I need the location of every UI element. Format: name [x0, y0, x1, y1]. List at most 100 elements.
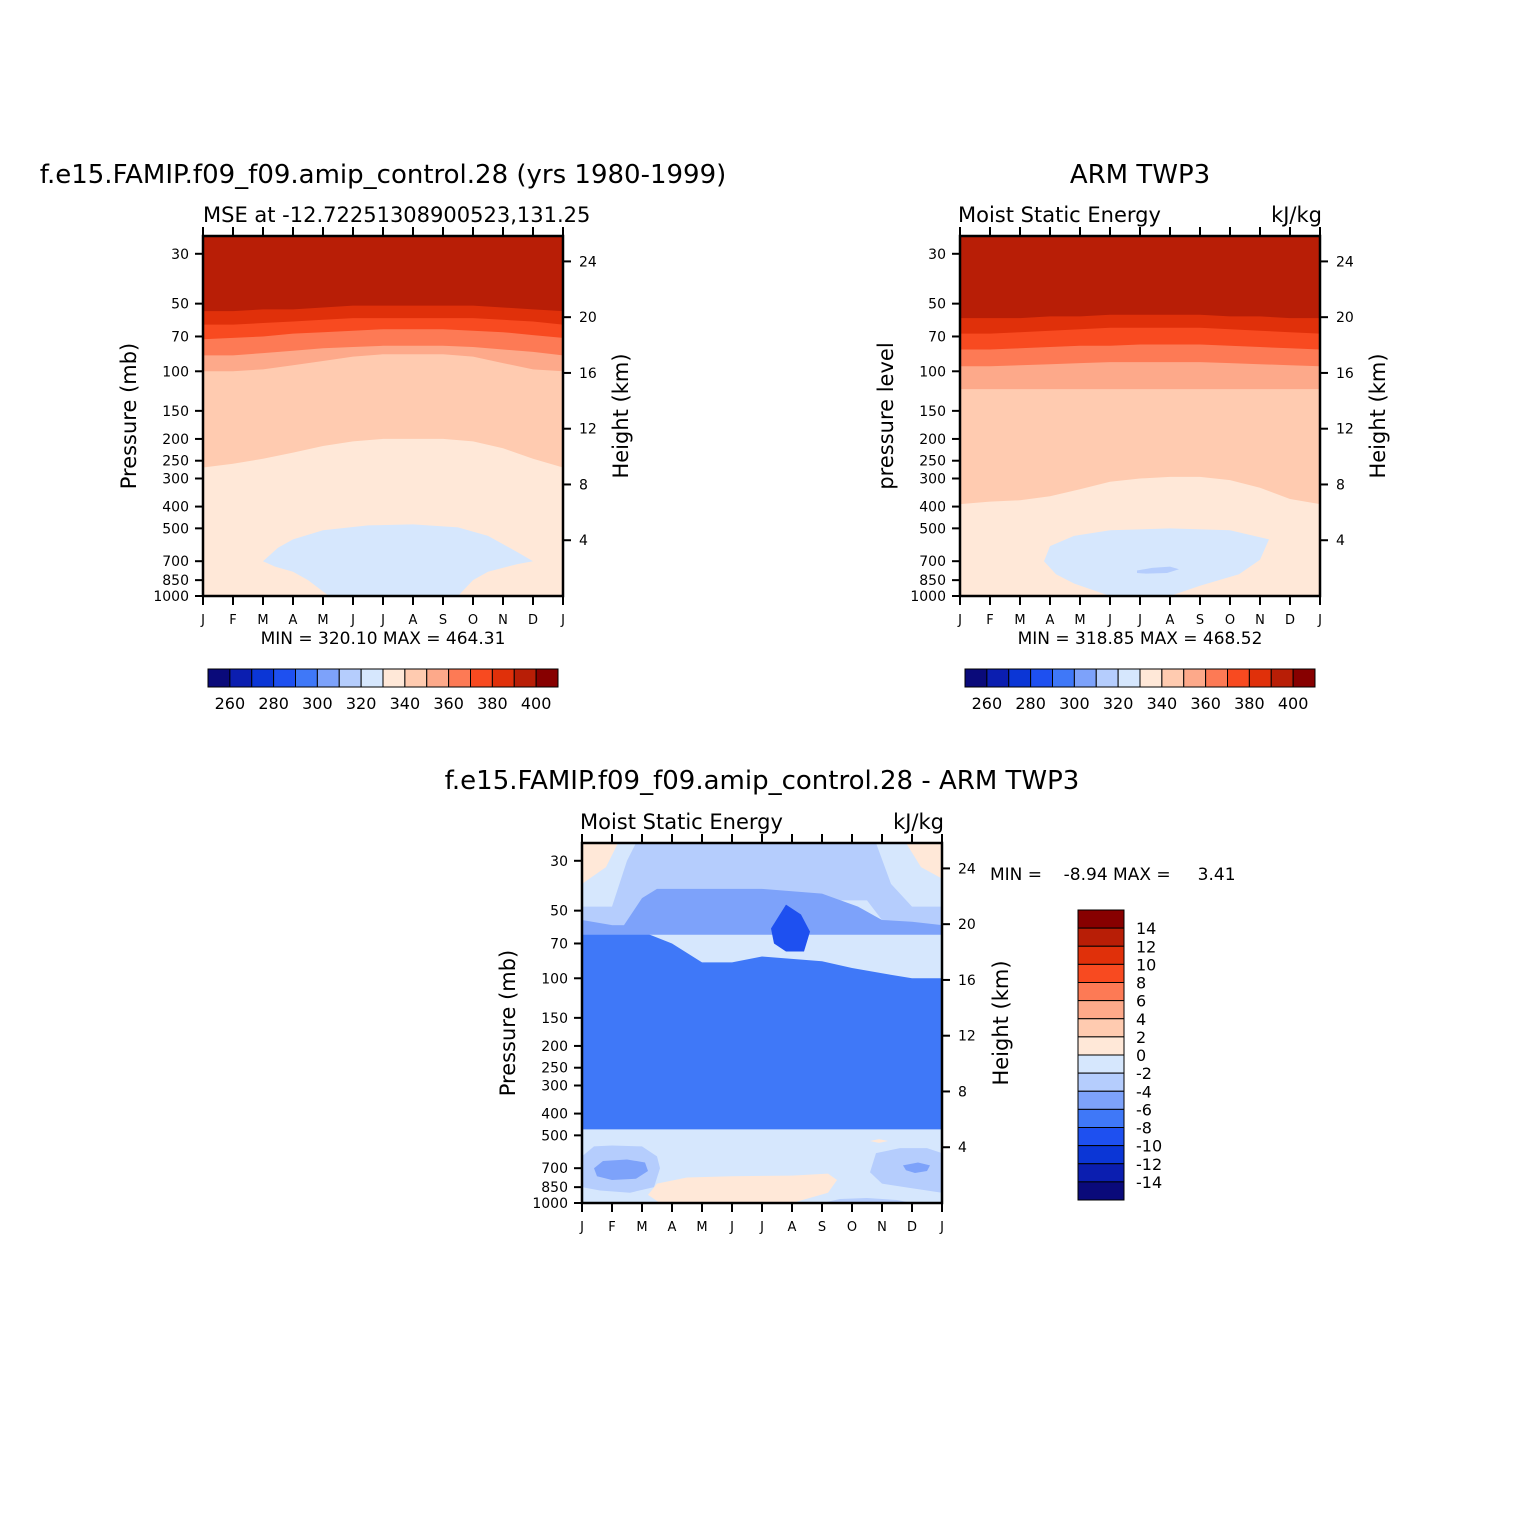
- x-tick-label: S: [818, 1220, 826, 1235]
- y-tick-label-right: 20: [958, 917, 976, 933]
- colorbar-label: 280: [1015, 694, 1046, 713]
- colorbar-label: 2: [1136, 1028, 1146, 1047]
- contour-blob: [1137, 566, 1179, 574]
- y-tick-label-right: 16: [958, 973, 976, 989]
- x-tick-label: A: [1166, 613, 1175, 628]
- colorbar-label: 300: [302, 694, 333, 713]
- y-tick-label: 50: [550, 904, 568, 920]
- x-tick-label: N: [1255, 613, 1265, 628]
- colorbar-cell: [1030, 668, 1053, 688]
- colorbar-cell: [360, 668, 384, 688]
- x-tick-label: J: [729, 1220, 734, 1235]
- contour-blob: [582, 843, 942, 932]
- y-tick-label: 50: [928, 297, 946, 313]
- x-tick-label: M: [636, 1220, 647, 1235]
- y-tick-label: 150: [162, 404, 189, 420]
- contour-blob: [594, 1159, 648, 1180]
- colorbar-cell: [1073, 668, 1097, 688]
- panel-subtitle-left: MSE at -12.72251308900523,131.25: [203, 203, 590, 227]
- x-tick-label: J: [380, 613, 385, 628]
- y-tick-label: 250: [541, 1061, 568, 1077]
- colorbar-cell: [1077, 963, 1125, 983]
- min-max-stats: MIN = 318.85 MAX = 468.52: [1018, 629, 1263, 649]
- colorbar-label: -2: [1136, 1064, 1152, 1083]
- x-tick-label: F: [608, 1220, 615, 1235]
- y-tick-label: 200: [162, 432, 189, 448]
- y-tick-label: 30: [550, 854, 568, 870]
- y-tick-label: 500: [162, 521, 189, 537]
- y-tick-label-right: 20: [1336, 310, 1354, 326]
- colorbar-cell: [1117, 668, 1141, 688]
- contour-blob: [648, 1173, 837, 1203]
- colorbar-cell: [1161, 668, 1185, 688]
- x-tick-label: J: [350, 613, 355, 628]
- panel-subtitle-right: kJ/kg: [1271, 203, 1322, 227]
- colorbar-cell: [1077, 1054, 1125, 1074]
- colorbar-label: -14: [1136, 1173, 1162, 1192]
- y-tick-label: 30: [171, 247, 189, 263]
- colorbar-cell: [295, 668, 318, 688]
- colorbar-label: 300: [1059, 694, 1090, 713]
- colorbar-cell: [470, 668, 493, 688]
- y-axis-label-right: Height (km): [609, 353, 633, 478]
- colorbar-cell: [448, 668, 471, 688]
- panel-subtitle-left: Moist Static Energy: [958, 203, 1161, 227]
- x-tick-label: J: [939, 1220, 944, 1235]
- x-tick-label: J: [759, 1220, 764, 1235]
- y-axis-label-right: Height (km): [989, 960, 1013, 1085]
- colorbar-cell: [382, 668, 406, 688]
- y-tick-label-right: 4: [579, 533, 588, 549]
- y-tick-label-right: 24: [958, 861, 976, 877]
- x-tick-label: O: [1225, 613, 1235, 628]
- colorbar-label: 8: [1136, 974, 1146, 993]
- y-tick-label: 850: [541, 1180, 568, 1196]
- y-tick-label-right: 12: [579, 422, 597, 438]
- colorbar-label: 380: [477, 694, 508, 713]
- colorbar-cell: [1077, 1072, 1125, 1092]
- colorbar: 260 280 300 320 340 360 380 400: [964, 668, 1316, 713]
- panel-title: ARM TWP3: [1070, 160, 1210, 190]
- x-tick-label: J: [200, 613, 205, 628]
- y-tick-label: 150: [541, 1011, 568, 1027]
- y-tick-label-right: 12: [1336, 422, 1354, 438]
- colorbar-cell: [1205, 668, 1228, 688]
- x-tick-label: M: [257, 613, 268, 628]
- colorbar-cell: [1077, 1108, 1125, 1128]
- y-tick-label: 100: [919, 364, 946, 380]
- colorbar-cell: [1292, 668, 1316, 688]
- colorbar-cell: [1077, 1163, 1125, 1183]
- y-tick-label: 1000: [910, 589, 946, 605]
- y-tick-label: 200: [919, 432, 946, 448]
- y-axis-label: Pressure (mb): [496, 950, 520, 1097]
- y-tick-label: 300: [162, 472, 189, 488]
- colorbar-label: 340: [390, 694, 421, 713]
- x-tick-label: A: [788, 1220, 797, 1235]
- x-tick-label: M: [317, 613, 328, 628]
- colorbar-cell: [1077, 1000, 1125, 1020]
- colorbar-cell: [1139, 668, 1163, 688]
- colorbar-cell: [964, 668, 988, 688]
- colorbar-cell: [1077, 1127, 1125, 1147]
- colorbar-label: -8: [1136, 1119, 1152, 1138]
- x-tick-label: S: [439, 613, 447, 628]
- colorbar-label: -12: [1136, 1155, 1162, 1174]
- colorbar-label: 260: [972, 694, 1003, 713]
- colorbar-cell: [1077, 982, 1125, 1002]
- colorbar-cell: [1052, 668, 1075, 688]
- y-tick-label: 100: [541, 971, 568, 987]
- colorbar-cell: [1227, 668, 1250, 688]
- y-tick-label: 400: [541, 1107, 568, 1123]
- colorbar-label: 400: [521, 694, 552, 713]
- panel-diff: f.e15.FAMIP.f09_f09.amip_control.28 - AR…: [445, 766, 1236, 1235]
- y-tick-label: 70: [171, 329, 189, 345]
- y-tick-label: 850: [162, 573, 189, 589]
- colorbar-cell: [229, 668, 253, 688]
- contour-band: [960, 236, 1320, 319]
- colorbar-label: -4: [1136, 1082, 1152, 1101]
- colorbar-cell: [404, 668, 428, 688]
- min-max-stats: MIN = -8.94 MAX = 3.41: [990, 865, 1236, 885]
- colorbar-cell: [1077, 1090, 1125, 1110]
- colorbar-cell: [251, 668, 275, 688]
